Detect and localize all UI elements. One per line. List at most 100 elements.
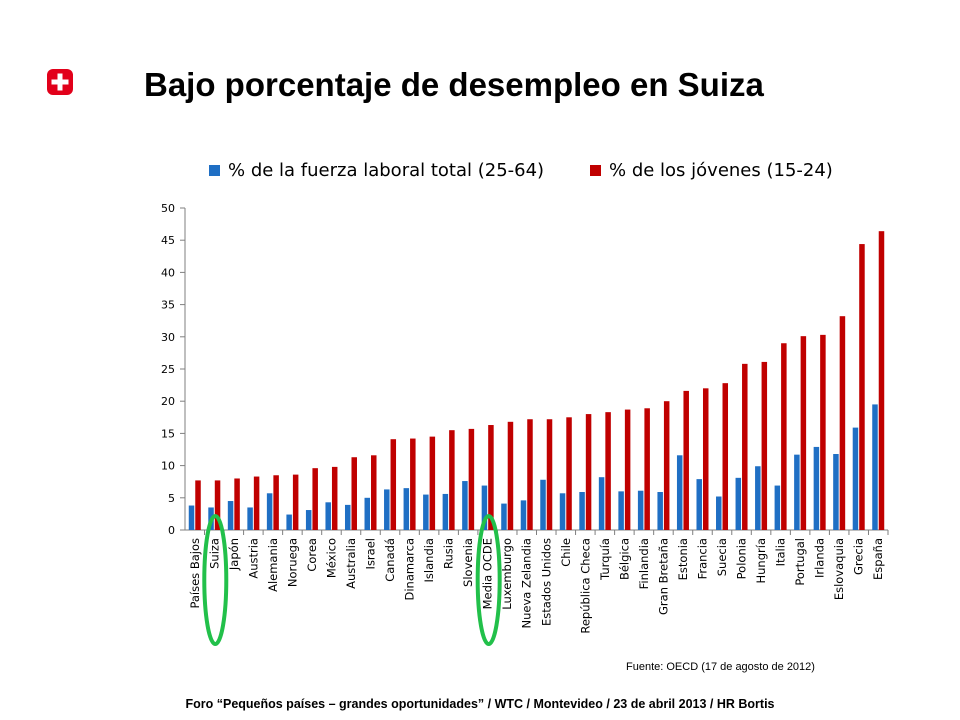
bar-series-2 xyxy=(839,316,846,530)
bar-series-2 xyxy=(722,383,729,530)
legend-item-series-2: % de los jóvenes (15-24) xyxy=(590,160,833,181)
bar-series-1 xyxy=(637,490,644,530)
bar-series-2 xyxy=(195,480,201,530)
x-tick-label: Australia xyxy=(344,538,358,589)
highlight-ellipse xyxy=(475,514,502,646)
bar-series-1 xyxy=(598,477,605,530)
bar-series-2 xyxy=(468,428,475,530)
bar-series-2 xyxy=(585,414,592,530)
x-tick-label: Israel xyxy=(364,538,378,569)
bar-series-2 xyxy=(663,401,670,530)
y-tick-label: 50 xyxy=(161,202,175,215)
bar-series-2 xyxy=(351,457,357,530)
x-tick-label: Corea xyxy=(305,538,319,572)
bar-series-1 xyxy=(520,500,527,530)
bar-series-2 xyxy=(410,438,416,530)
bar-series-2 xyxy=(624,409,631,530)
y-tick-label: 40 xyxy=(161,266,175,279)
y-tick-label: 10 xyxy=(161,460,175,473)
bar-series-2 xyxy=(488,425,494,530)
bar-series-1 xyxy=(794,454,800,530)
x-tick-label: Estados Unidos xyxy=(539,538,553,626)
x-tick-label: Eslovaquia xyxy=(832,538,846,600)
bar-series-1 xyxy=(227,501,234,530)
bar-series-1 xyxy=(852,427,859,530)
bar-series-2 xyxy=(527,419,533,530)
x-tick-label: Turquía xyxy=(598,538,612,581)
bar-series-2 xyxy=(449,430,455,530)
bar-series-2 xyxy=(390,439,397,530)
bar-series-1 xyxy=(657,492,663,530)
x-tick-label: Slovenia xyxy=(461,538,475,587)
highlight-ellipse xyxy=(202,514,229,646)
bar-series-1 xyxy=(188,505,195,530)
bar-series-1 xyxy=(540,479,546,530)
x-tick-label: Finlandia xyxy=(637,538,651,589)
bar-series-2 xyxy=(546,419,553,530)
bar-series-2 xyxy=(878,231,885,530)
swiss-flag-logo-icon xyxy=(47,69,73,95)
bar-series-1 xyxy=(755,466,761,530)
bar-series-1 xyxy=(442,493,449,530)
bar-series-1 xyxy=(305,510,312,530)
bar-series-2 xyxy=(234,478,240,530)
bar-series-2 xyxy=(800,336,807,530)
bar-series-2 xyxy=(683,390,689,530)
bar-series-2 xyxy=(253,476,260,530)
bar-series-1 xyxy=(559,493,566,530)
bar-series-2 xyxy=(605,412,611,530)
x-tick-label: República Checa xyxy=(578,538,592,634)
slide-title: Bajo porcentaje de desempleo en Suiza xyxy=(144,66,764,103)
bar-series-1 xyxy=(286,514,292,530)
bar-series-1 xyxy=(579,492,585,530)
slide-footer: Foro “Pequeños países – grandes oportuni… xyxy=(185,697,775,711)
x-tick-label: Austria xyxy=(246,538,260,579)
y-tick-label: 30 xyxy=(161,331,175,344)
y-tick-label: 25 xyxy=(161,363,175,376)
x-tick-label: Países Bajos xyxy=(188,538,202,609)
legend-label-series-2: % de los jóvenes (15-24) xyxy=(609,160,833,181)
bar-series-2 xyxy=(820,334,826,530)
y-tick-label: 0 xyxy=(168,524,175,537)
bar-series-1 xyxy=(774,485,781,530)
x-tick-label: Bélgica xyxy=(617,538,631,580)
x-tick-label: Suiza xyxy=(207,538,221,569)
x-tick-label: Noruega xyxy=(285,538,299,587)
x-tick-label: Nueva Zelandia xyxy=(520,538,534,629)
x-tick-label: Portugal xyxy=(793,538,807,586)
legend-item-series-1: % de la fuerza laboral total (25-64) xyxy=(209,160,544,181)
x-tick-label: Rusia xyxy=(442,538,456,569)
bar-series-2 xyxy=(214,480,221,530)
bar-series-2 xyxy=(371,455,377,530)
legend-label-series-1: % de la fuerza laboral total (25-64) xyxy=(228,160,545,181)
bar-series-1 xyxy=(716,496,722,530)
bar-series-2 xyxy=(507,421,514,530)
bar-series-2 xyxy=(292,474,299,530)
bar-series-1 xyxy=(676,455,683,530)
bar-series-2 xyxy=(273,475,279,530)
x-tick-label: Gran Bretaña xyxy=(656,538,670,615)
bar-series-1 xyxy=(266,493,273,530)
bar-series-1 xyxy=(423,494,429,530)
x-tick-label: Dinamarca xyxy=(403,538,417,600)
bar-series-1 xyxy=(364,497,371,530)
bar-series-1 xyxy=(462,481,468,530)
bar-series-1 xyxy=(872,404,878,530)
bar-series-1 xyxy=(247,507,253,530)
x-tick-label: Islandia xyxy=(422,538,436,582)
x-tick-label: Italia xyxy=(774,538,788,566)
x-tick-label: Irlanda xyxy=(813,538,827,578)
bar-series-1 xyxy=(696,479,702,530)
x-tick-label: Canadá xyxy=(383,538,397,582)
x-tick-label: Estonia xyxy=(676,538,690,580)
bar-series-1 xyxy=(501,503,507,530)
x-tick-label: España xyxy=(871,538,885,580)
bar-series-1 xyxy=(833,454,839,530)
x-tick-label: Chile xyxy=(559,538,573,567)
y-tick-label: 35 xyxy=(161,299,175,312)
bar-series-2 xyxy=(859,244,865,530)
bar-series-1 xyxy=(325,502,331,530)
x-tick-label: Grecia xyxy=(852,538,866,575)
x-tick-label: Luxemburgo xyxy=(500,538,514,610)
